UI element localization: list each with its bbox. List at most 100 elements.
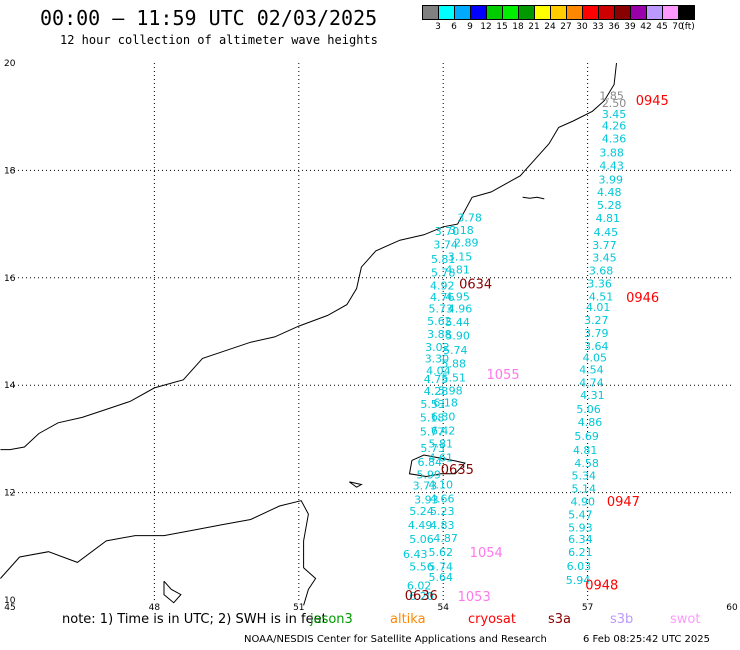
axis-ticks: 45 48 51 54 57 60 20 18 16 14 12 10 (4, 59, 738, 613)
lat-tick-label: 12 (4, 489, 15, 499)
swh-value: 5.44 (445, 316, 470, 329)
swh-value: 5.77 (420, 426, 445, 439)
swh-value: 5.69 (574, 430, 599, 443)
legend-tick-label: 30 (576, 22, 588, 32)
swh-value: 5.73 (429, 303, 454, 316)
legend-unit: (ft) (681, 22, 695, 32)
swh-value: 3.77 (592, 239, 617, 252)
swh-value: 4.92 (430, 280, 455, 293)
pass-time-label: 0636 (405, 589, 438, 604)
swh-value: 4.51 (589, 290, 614, 303)
page-subtitle: 12 hour collection of altimeter wave hei… (60, 33, 378, 47)
swh-value: 4.58 (574, 457, 599, 470)
swh-value: 5.28 (597, 199, 622, 212)
swh-value: 5.14 (571, 483, 596, 496)
swh-value: 5.73 (420, 442, 445, 455)
swh-value: 5.74 (443, 344, 468, 357)
swh-value: 4.01 (586, 301, 611, 314)
swh-value: 4.31 (580, 389, 605, 402)
legend-tick-label: 21 (528, 22, 540, 32)
legend-tick-label: 70 (672, 22, 684, 32)
pass-time-label: 1054 (470, 546, 503, 561)
swh-value: 5.99 (417, 469, 442, 482)
swh-value: 3.36 (587, 277, 612, 290)
swh-value: 3.88 (427, 328, 452, 341)
legend-tick-label: 9 (467, 22, 473, 32)
lon-tick-label: 57 (582, 603, 593, 613)
swh-value: 5.81 (429, 437, 454, 450)
lat-tick-label: 10 (4, 596, 16, 606)
swh-value: 5.98 (438, 384, 463, 397)
swh-value: 4.95 (445, 290, 470, 303)
legend-tick-label: 3 (435, 22, 441, 32)
swh-value: 6.20 (409, 590, 434, 603)
lat-tick-label: 16 (4, 274, 16, 284)
footer-timestamp: 6 Feb 08:25:42 UTC 2025 (583, 634, 710, 645)
swh-value: 3.74 (433, 238, 458, 251)
pass-time-label: 1055 (487, 368, 520, 383)
swh-value: 5.94 (566, 574, 591, 587)
legend-labels: 3 6 9 12 15 18 21 24 27 30 33 36 39 42 45 70 (ft) (422, 20, 740, 34)
pass-time-label: 0635 (441, 463, 474, 478)
lon-tick-label: 51 (293, 603, 304, 613)
swh-value: 3.18 (449, 224, 474, 237)
swh-value: 6.03 (567, 560, 592, 573)
legend-tick-label: 42 (640, 22, 652, 32)
swh-value: 5.53 (420, 398, 445, 411)
swh-value: 4.81 (445, 264, 470, 277)
swh-value: 6.30 (431, 411, 456, 424)
swh-value: 5.18 (420, 412, 445, 425)
legend-tick-label: 6 (451, 22, 457, 32)
swh-value: 5.34 (571, 470, 596, 483)
legend-tick-label: 18 (512, 22, 524, 32)
swh-value: 6.18 (433, 397, 458, 410)
swh-value: 4.45 (594, 226, 619, 239)
swh-value: 5.90 (445, 330, 470, 343)
swh-value: 4.96 (448, 303, 473, 316)
map-grid (10, 63, 732, 600)
mission-label-swot: swot (670, 612, 701, 627)
swh-value: 3.68 (589, 265, 614, 278)
swh-value: 3.30 (425, 353, 450, 366)
swh-value: 3.45 (592, 252, 617, 265)
swh-value-low: 1.85 (599, 90, 624, 103)
legend-tick-label: 39 (624, 22, 636, 32)
swh-value: 4.49 (408, 519, 433, 532)
swh-value: 3.78 (457, 211, 482, 224)
lat-tick-label: 14 (4, 381, 16, 391)
color-legend: 3 6 9 12 15 18 21 24 27 30 33 36 39 42 45 70 (ft) (422, 5, 740, 34)
page-title: 00:00 – 11:59 UTC 02/03/2025 (40, 6, 378, 30)
swh-value: 5.78 (431, 267, 456, 280)
swh-value: 4.66 (430, 492, 455, 505)
pass-time-label: 0634 (459, 278, 492, 293)
lat-tick-label: 20 (4, 59, 16, 69)
legend-tick-label: 27 (560, 22, 572, 32)
swh-value: 5.56 (409, 560, 434, 573)
pass-time-label: 0947 (607, 495, 640, 510)
swh-value: 6.42 (431, 425, 456, 438)
footer-credit: NOAA/NESDIS Center for Satellite Applica… (244, 634, 547, 645)
swh-value: 4.26 (602, 120, 627, 133)
coastline-africa (0, 500, 317, 606)
swh-value: 3.88 (599, 146, 624, 159)
swh-value: 3.45 (602, 108, 627, 121)
swh-value: 3.02 (425, 341, 450, 354)
legend-tick-label: 15 (496, 22, 508, 32)
swh-value-low: 2.50 (602, 97, 627, 110)
footer-note: note: 1) Time is in UTC; 2) SWH is in fe… (62, 612, 327, 627)
swh-value: 4.75 (424, 373, 449, 386)
swh-value: 5.06 (576, 403, 601, 416)
swh-value: 3.64 (584, 340, 609, 353)
lon-tick-label: 45 (4, 603, 15, 613)
coastline-reef (163, 580, 182, 604)
swh-value: 3.15 (448, 251, 473, 264)
pass-time-label: 0946 (626, 291, 659, 306)
swh-value: 5.64 (429, 571, 454, 584)
lon-tick-label: 60 (726, 603, 738, 613)
swh-value: 4.48 (597, 186, 622, 199)
swh-value: 4.05 (583, 352, 608, 365)
swh-value: 5.88 (442, 357, 467, 370)
swh-value: 6.43 (403, 548, 428, 561)
